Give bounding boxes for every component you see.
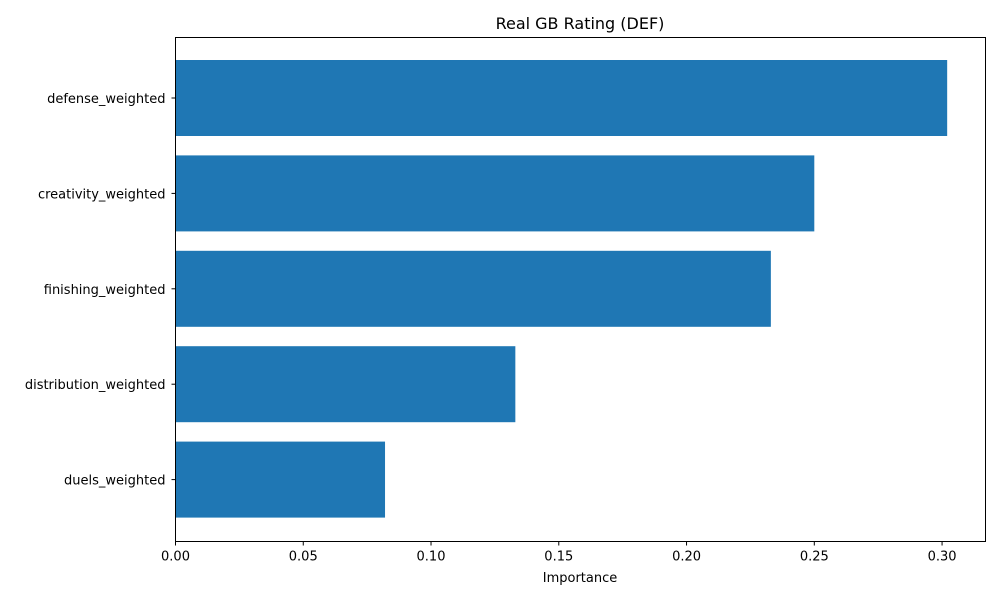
- plot-frame: [175, 37, 986, 542]
- x-tick-label: 0.10: [417, 550, 446, 565]
- bar-distribution_weighted: [175, 346, 516, 423]
- x-tick-label: 0.30: [928, 550, 957, 565]
- bar-creativity_weighted: [175, 155, 815, 232]
- y-tick-label: distribution_weighted: [25, 378, 166, 393]
- y-tick-label: duels_weighted: [64, 474, 165, 489]
- chart-title: Real GB Rating (DEF): [496, 14, 665, 33]
- y-tick-label: defense_weighted: [47, 92, 165, 107]
- bar-defense_weighted: [175, 60, 948, 136]
- y-tick-label: creativity_weighted: [38, 187, 166, 202]
- x-axis-label: Importance: [543, 571, 618, 586]
- y-tick-label: finishing_weighted: [44, 283, 166, 298]
- bars-layer: [175, 60, 948, 518]
- x-tick-label: 0.20: [672, 550, 701, 565]
- x-tick-label: 0.00: [161, 550, 190, 565]
- ticks-layer: defense_weighted creativity_weightedfinis…: [25, 92, 957, 565]
- x-tick-label: 0.05: [289, 550, 318, 565]
- bar-duels_weighted: [175, 441, 386, 518]
- x-tick-label: 0.15: [544, 550, 573, 565]
- bar-finishing_weighted: [175, 250, 771, 327]
- x-tick-label: 0.25: [800, 550, 829, 565]
